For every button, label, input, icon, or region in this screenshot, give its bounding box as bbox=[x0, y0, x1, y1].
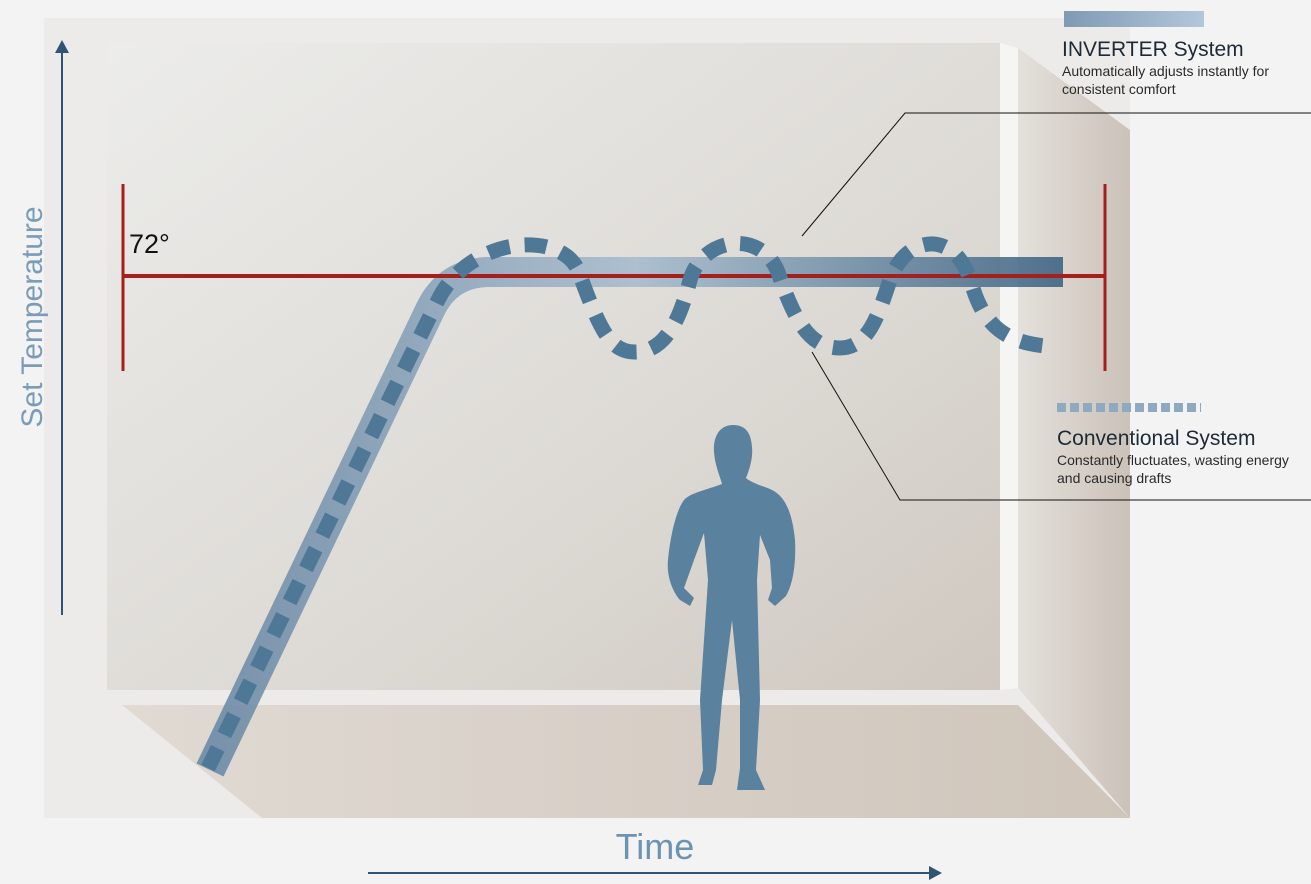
inverter-legend-swatch bbox=[1064, 11, 1204, 27]
inverter-leader bbox=[801, 112, 1311, 237]
inverter-legend-title: INVERTER System bbox=[1062, 38, 1244, 61]
conventional-legend-description: Constantly fluctuates, wasting energy an… bbox=[1057, 452, 1289, 486]
inverter-legend-description: Automatically adjusts instantly for cons… bbox=[1062, 63, 1269, 97]
conventional-legend-swatch bbox=[1057, 403, 1201, 412]
setpoint-value: 72° bbox=[129, 229, 170, 259]
conventional-legend-title: Conventional System bbox=[1057, 427, 1256, 450]
y-axis-label: Set Temperature bbox=[16, 206, 49, 428]
x-axis-arrow bbox=[368, 866, 942, 880]
y-axis-arrow bbox=[55, 40, 69, 615]
x-axis-label: Time bbox=[615, 826, 695, 867]
conventional-leader bbox=[811, 351, 1311, 501]
conventional-legend: Conventional System Constantly fluctuate… bbox=[1057, 427, 1307, 487]
up-arrow-icon bbox=[55, 40, 69, 53]
conventional-curve bbox=[201, 235, 1046, 772]
right-arrow-icon bbox=[929, 866, 942, 880]
setpoint-line bbox=[121, 184, 1107, 371]
inverter-legend: INVERTER System Automatically adjusts in… bbox=[1062, 38, 1311, 98]
person-silhouette-icon bbox=[667, 425, 796, 790]
inverter-curve bbox=[196, 257, 1063, 777]
